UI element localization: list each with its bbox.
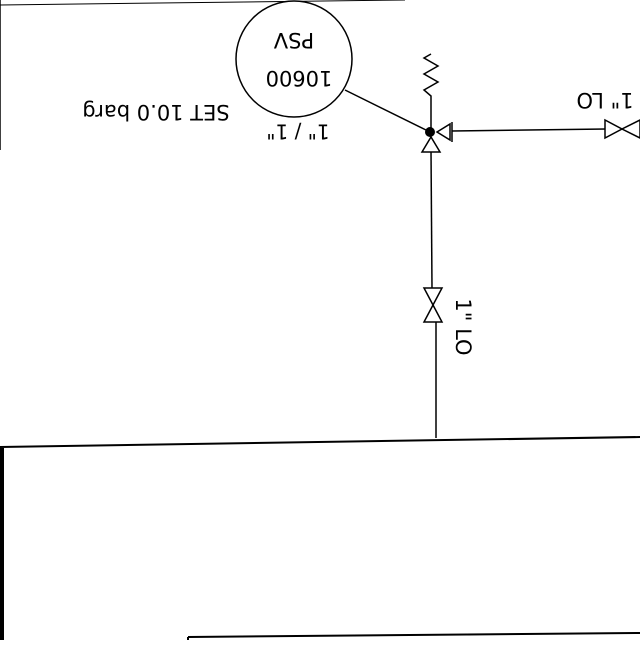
vertical-gate-valve[interactable]: [422, 287, 444, 323]
outlet-line: [451, 128, 607, 132]
svg-text:10600: 10600: [266, 66, 333, 90]
process-header-line: [0, 436, 640, 448]
psv-leader-line: [344, 89, 429, 132]
svg-text:1" LO: 1" LO: [451, 298, 475, 355]
outlet-gate-valve[interactable]: [604, 118, 640, 140]
svg-text:1" / 1": 1" / 1": [266, 120, 329, 144]
frame-bottom-box-line: [187, 632, 640, 638]
svg-text:SET 10.0 barg: SET 10.0 barg: [82, 100, 229, 124]
psv-valve-body[interactable]: [420, 122, 453, 153]
psv-tag-number-label: 10600: [266, 66, 333, 90]
psv-instrument-bubble[interactable]: [235, 0, 353, 118]
frame-top-line: [0, 0, 406, 6]
vertical-branch-line-upper: [430, 149, 433, 289]
svg-text:1" LO: 1" LO: [576, 88, 633, 112]
psv-spring-icon: [422, 53, 440, 128]
psv-set-pressure-label: SET 10.0 barg: [82, 100, 229, 124]
psv-size-label: 1" / 1": [266, 120, 329, 144]
svg-text:PSV: PSV: [273, 28, 314, 52]
vertical-valve-label: 1" LO: [451, 298, 475, 355]
outlet-valve-label: 1" LO: [576, 88, 633, 112]
psv-tag-prefix-label: PSV: [273, 28, 314, 52]
